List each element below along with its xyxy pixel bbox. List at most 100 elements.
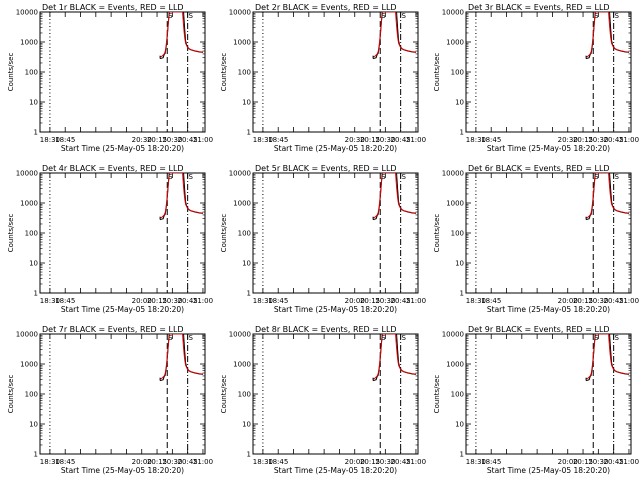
series-lld bbox=[159, 173, 204, 219]
x-tick-label: 20:00 bbox=[558, 458, 578, 466]
y-tick-label: 100 bbox=[238, 230, 251, 238]
x-tick-label: 18:30 bbox=[253, 297, 273, 305]
panel-title: Det 6r BLACK = Events, RED = LLD bbox=[468, 164, 610, 173]
y-tick-label: 1000 bbox=[20, 39, 38, 47]
y-tick-label: 1 bbox=[247, 451, 251, 459]
x-axis-label: Start Time (25-May-05 18:20:20) bbox=[61, 305, 184, 314]
x-tick-label: 21:00 bbox=[406, 297, 426, 305]
panel-9: Det 9r BLACK = Events, RED = LLD 1 10 100 10… bbox=[433, 325, 639, 475]
x-tick-label: 20:45 bbox=[178, 458, 198, 466]
series-lld bbox=[585, 12, 630, 58]
x-tick-label: 21:00 bbox=[193, 458, 213, 466]
y-tick-label: 1000 bbox=[233, 200, 251, 208]
y-tick-label: 1000 bbox=[233, 361, 251, 369]
panel-6: Det 6r BLACK = Events, RED = LLD 1 10 100 10… bbox=[433, 164, 639, 314]
series-group bbox=[585, 334, 630, 382]
panel-7: Det 7r BLACK = Events, RED = LLD 1 10 100 10… bbox=[7, 325, 213, 475]
x-tick-label: 20:45 bbox=[391, 458, 411, 466]
x-tick-label: 20:45 bbox=[391, 297, 411, 305]
x-tick-label: 20:00 bbox=[345, 458, 365, 466]
x-tick-label: 20:00 bbox=[132, 458, 152, 466]
plot-frame bbox=[39, 333, 206, 455]
panel-2: Det 2r BLACK = Events, RED = LLD 1 10 100 10… bbox=[220, 3, 426, 153]
x-tick-label: 18:45 bbox=[481, 136, 501, 144]
panel-title: Det 7r BLACK = Events, RED = LLD bbox=[42, 325, 184, 334]
y-tick-label: 1 bbox=[247, 129, 251, 137]
x-tick-label: 18:45 bbox=[481, 458, 501, 466]
annotation: S bbox=[614, 334, 619, 342]
x-tick-label: 21:00 bbox=[619, 458, 639, 466]
series-lld bbox=[585, 173, 630, 219]
y-tick-label: 1 bbox=[247, 290, 251, 298]
x-tick-label: 20:30 bbox=[588, 458, 608, 466]
series-group bbox=[159, 12, 204, 60]
y-tick-label: 10 bbox=[455, 260, 464, 268]
annotation: S bbox=[188, 12, 193, 20]
x-tick-label: 18:45 bbox=[55, 136, 75, 144]
annotation: S bbox=[188, 173, 193, 181]
x-tick-label: 18:30 bbox=[466, 458, 486, 466]
x-tick-label: 18:30 bbox=[466, 297, 486, 305]
y-tick-label: 10000 bbox=[442, 9, 464, 17]
y-tick-label: 10 bbox=[242, 99, 251, 107]
plot-frame bbox=[252, 333, 419, 455]
y-tick-label: 1000 bbox=[233, 39, 251, 47]
x-tick-label: 20:30 bbox=[558, 136, 578, 144]
x-tick-label: 18:45 bbox=[268, 136, 288, 144]
x-tick-label: 20:45 bbox=[391, 136, 411, 144]
y-tick-label: 10 bbox=[29, 99, 38, 107]
x-tick-label: 20:00 bbox=[132, 297, 152, 305]
x-tick-label: 20:15 bbox=[147, 297, 167, 305]
y-tick-label: 1000 bbox=[446, 200, 464, 208]
x-tick-label: 20:45 bbox=[604, 458, 624, 466]
x-tick-label: 18:30 bbox=[40, 136, 60, 144]
panel-title: Det 5r BLACK = Events, RED = LLD bbox=[255, 164, 397, 173]
x-tick-label: 18:30 bbox=[466, 136, 486, 144]
x-tick-label: 18:30 bbox=[253, 458, 273, 466]
y-axis-label: Counts/sec bbox=[220, 375, 228, 414]
x-axis-label: Start Time (25-May-05 18:20:20) bbox=[487, 144, 610, 153]
x-tick-label: 20:45 bbox=[604, 297, 624, 305]
x-tick-label: 20:15 bbox=[573, 297, 593, 305]
panel-3: Det 3r BLACK = Events, RED = LLD 1 10 100 10… bbox=[433, 3, 639, 153]
plot-frame bbox=[39, 11, 206, 133]
x-tick-label: 21:00 bbox=[619, 297, 639, 305]
plot-frame bbox=[252, 11, 419, 133]
annotation: S bbox=[168, 12, 173, 20]
x-tick-label: 20:15 bbox=[360, 458, 380, 466]
plot-frame bbox=[39, 172, 206, 294]
annotation: S bbox=[614, 173, 619, 181]
x-axis-label: Start Time (25-May-05 18:20:20) bbox=[274, 144, 397, 153]
panel-5: Det 5r BLACK = Events, RED = LLD 1 10 100 10… bbox=[220, 164, 426, 314]
x-axis-label: Start Time (25-May-05 18:20:20) bbox=[61, 466, 184, 475]
y-axis-label: Counts/sec bbox=[433, 375, 441, 414]
y-axis-label: Counts/sec bbox=[433, 214, 441, 253]
y-tick-label: 10000 bbox=[229, 170, 251, 178]
series-lld bbox=[372, 12, 417, 58]
x-tick-label: 18:30 bbox=[40, 458, 60, 466]
x-tick-label: 18:45 bbox=[268, 458, 288, 466]
y-tick-label: 100 bbox=[25, 391, 38, 399]
x-tick-label: 20:45 bbox=[604, 136, 624, 144]
x-tick-label: 20:30 bbox=[375, 136, 395, 144]
y-tick-label: 100 bbox=[238, 391, 251, 399]
x-tick-label: 20:45 bbox=[178, 297, 198, 305]
panel-title: Det 4r BLACK = Events, RED = LLD bbox=[42, 164, 184, 173]
panel-4: Det 4r BLACK = Events, RED = LLD 1 10 100 10… bbox=[7, 164, 213, 314]
y-axis-label: Counts/sec bbox=[7, 53, 15, 92]
x-tick-label: 20:30 bbox=[132, 136, 152, 144]
y-tick-label: 10 bbox=[29, 421, 38, 429]
x-tick-label: 18:30 bbox=[40, 297, 60, 305]
annotation: S bbox=[401, 173, 406, 181]
x-tick-label: 18:45 bbox=[268, 297, 288, 305]
series-group bbox=[159, 334, 204, 382]
panel-8: Det 8r BLACK = Events, RED = LLD 1 10 100 10… bbox=[220, 325, 426, 475]
x-tick-label: 20:15 bbox=[147, 136, 167, 144]
series-lld bbox=[372, 334, 417, 380]
plot-frame bbox=[465, 11, 632, 133]
x-tick-label: 18:45 bbox=[481, 297, 501, 305]
plot-frame bbox=[465, 172, 632, 294]
x-tick-label: 20:30 bbox=[588, 136, 608, 144]
y-tick-label: 10000 bbox=[16, 331, 38, 339]
